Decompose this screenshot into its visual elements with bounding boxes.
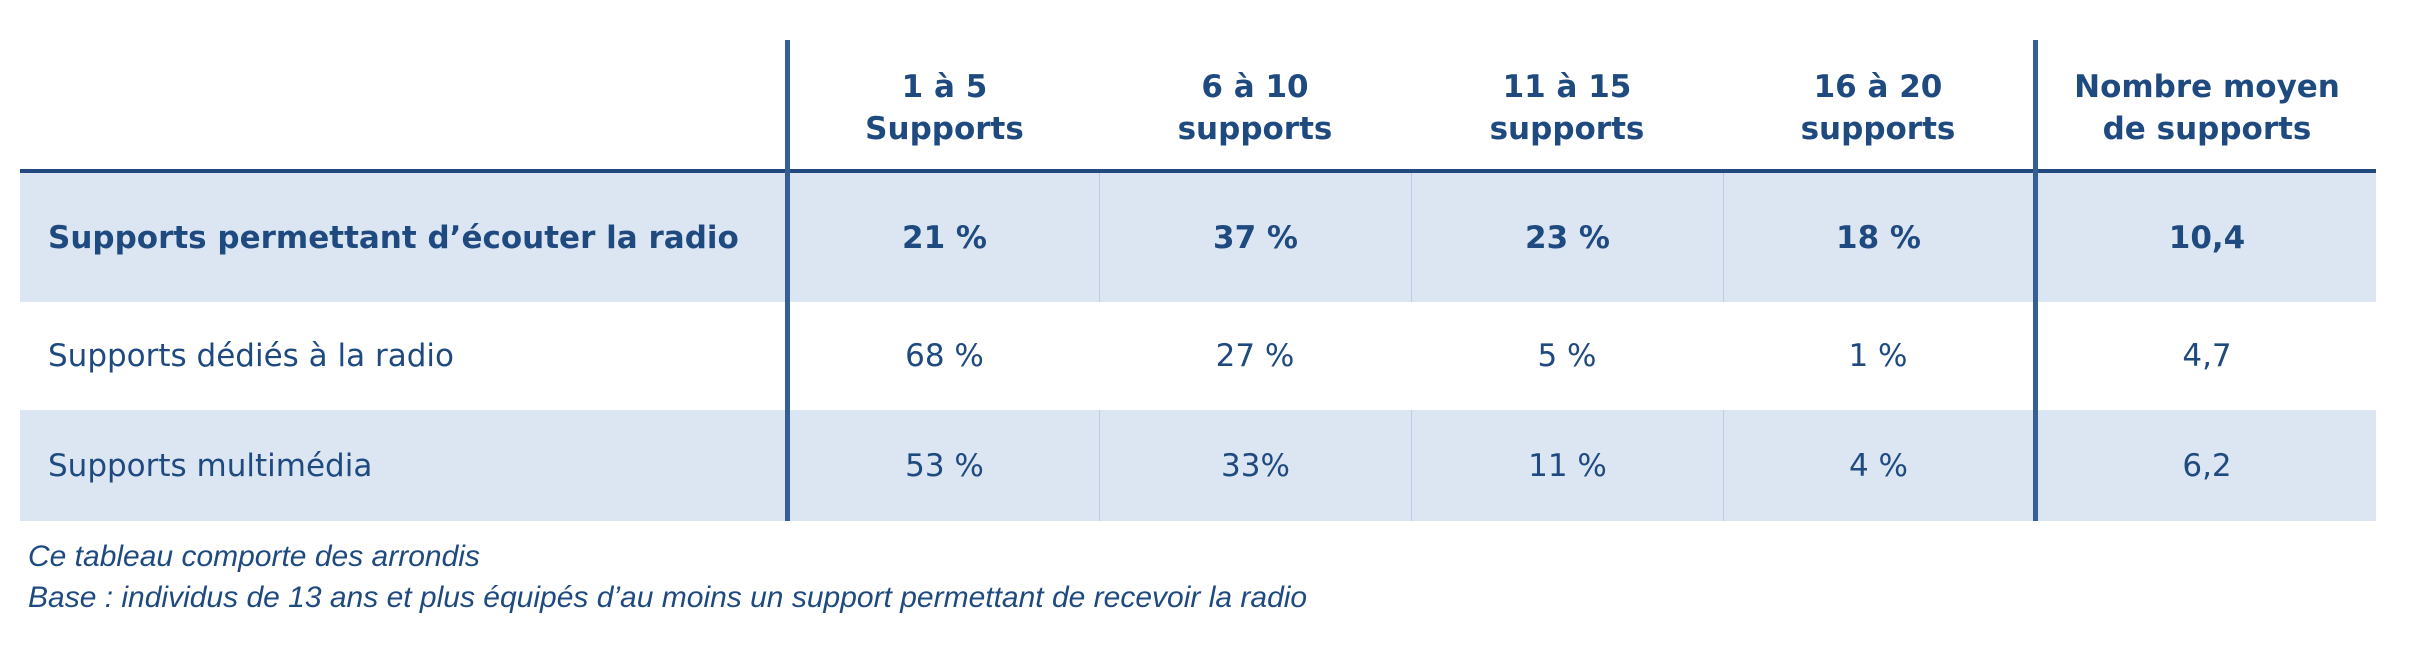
table-cell: 10,4 [2168,219,2246,256]
header-cell-1-5: 1 à 5 Supports [790,40,1099,169]
table-cell: 33% [1099,410,1411,521]
table-row: Supports multimédia 53 % 33% 11 % 4 % 6,… [20,410,2376,521]
table-header-row: 1 à 5 Supports 6 à 10 supports 11 à 15 s… [20,40,2376,169]
table-cell: 21 % [902,219,987,256]
row-label: Supports multimédia [48,447,373,484]
header-label-line1: 1 à 5 [901,68,988,105]
header-cell-6-10: 6 à 10 supports [1099,40,1411,169]
row-label: Supports dédiés à la radio [48,338,454,374]
table-cell: 18 % [1723,173,2033,302]
table-cell: 6,2 [2182,447,2232,484]
header-label-line2: supports [1489,110,1645,147]
header-label-line1: 6 à 10 [1201,68,1309,105]
header-label-line2: de supports [2102,110,2312,147]
table-cell: 37 % [1099,173,1411,302]
table-cell: 68 % [905,338,984,374]
header-label-line1: 16 à 20 [1813,68,1943,105]
header-label-line2: supports [1177,110,1333,147]
header-label-line1: Nombre moyen [2074,68,2340,105]
table-cell: 53 % [905,447,984,484]
footnote-base: Base : individus de 13 ans et plus équip… [28,581,1308,614]
table-cell: 1 % [1848,338,1908,374]
table-row: Supports dédiés à la radio 68 % 27 % 5 %… [20,302,2376,410]
table-row: Supports permettant d’écouter la radio 2… [20,173,2376,302]
header-cell-empty [20,40,785,169]
header-cell-average: Nombre moyen de supports [2038,40,2376,169]
table-cell: 5 % [1537,338,1597,374]
table-cell: 11 % [1411,410,1723,521]
table-cell: 27 % [1215,338,1295,374]
table-cell: 4 % [1723,410,2033,521]
header-cell-16-20: 16 à 20 supports [1723,40,2033,169]
header-label-line2: Supports [865,110,1024,147]
row-label: Supports permettant d’écouter la radio [48,219,739,256]
table-cell: 23 % [1411,173,1723,302]
column-divider-left [785,40,790,521]
footnotes: Ce tableau comporte des arrondis Base : … [28,536,1307,618]
header-label-line1: 11 à 15 [1502,68,1632,105]
header-cell-11-15: 11 à 15 supports [1411,40,1723,169]
column-divider-right [2033,40,2038,521]
footnote-rounding: Ce tableau comporte des arrondis [28,540,480,573]
table-cell: 4,7 [2182,338,2232,374]
header-label-line2: supports [1800,110,1956,147]
header-rule [20,169,2376,173]
